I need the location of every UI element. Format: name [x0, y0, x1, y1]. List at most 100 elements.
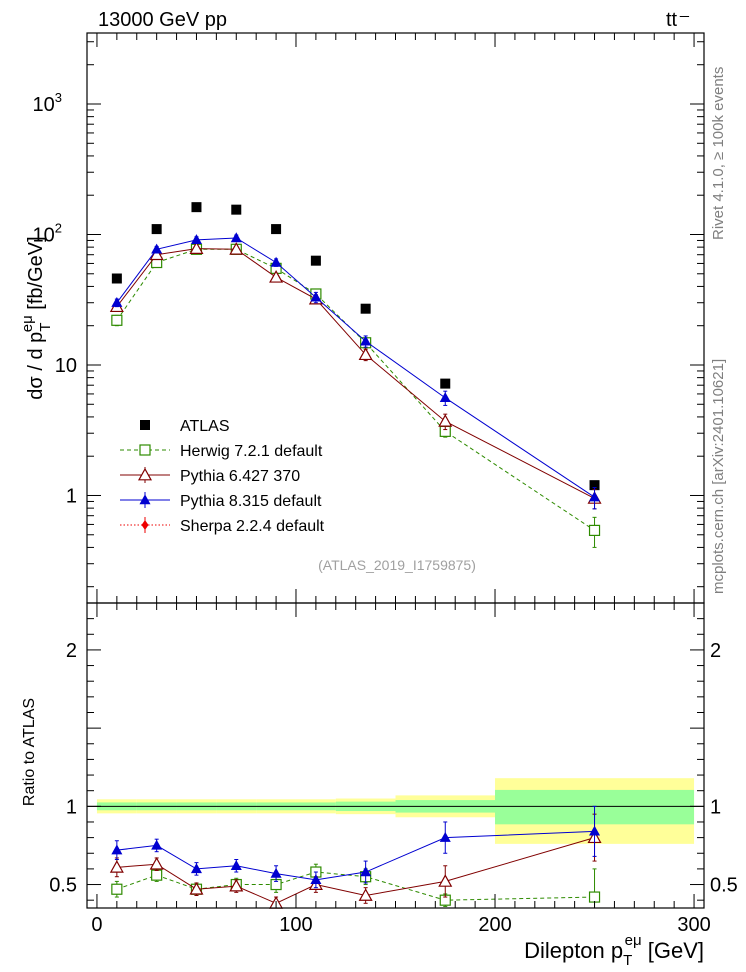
ratio-point-herwig [588, 891, 601, 903]
x-axis: 0 100 200 300 [91, 603, 711, 936]
ratio-point-pythia8 [589, 825, 601, 836]
legend-item-pythia6: Pythia 6.427 370 [120, 467, 300, 485]
ratio-point-pythia6 [358, 888, 373, 901]
main-y-axis-label-text: dσ / d p [25, 332, 47, 400]
main-point-pythia6 [229, 242, 244, 255]
main-y-tick-exponent: 2 [55, 220, 62, 235]
main-x-ticks [96, 33, 695, 603]
main-point-pythia8 [360, 335, 372, 346]
main-point-pythia8 [310, 291, 322, 302]
ratio-point-pythia8 [310, 874, 322, 885]
main-point-pythia8 [589, 491, 601, 502]
legend-marker-herwig [139, 444, 151, 456]
x-tick-label: 200 [478, 914, 511, 936]
main-point-herwig [588, 524, 601, 537]
main-point-atlas [310, 255, 321, 266]
main-point-pythia8 [190, 234, 202, 245]
main-point-atlas [271, 224, 282, 235]
main-y-axis-label: dσ / d pTeμ [fb/GeV] [19, 236, 54, 399]
x-axis-label-superscript: eμ [625, 932, 642, 949]
main-point-pythia8 [439, 392, 451, 403]
ratio-y-tick-label-right: 0.5 [710, 875, 738, 897]
main-line-herwig [116, 248, 595, 531]
ratio-y-tick-label-right: 2 [710, 640, 721, 662]
ratio-point-pythia8 [270, 867, 282, 878]
x-axis-label-subscript: T [623, 952, 632, 969]
ratio-point-pythia8 [230, 860, 242, 870]
legend-item-herwig: Herwig 7.2.1 default [120, 443, 323, 460]
legend-item-pythia8: Pythia 8.315 default [120, 492, 322, 510]
x-axis-label-units: [GeV] [642, 938, 704, 963]
ratio-y-tick-label-left: 1 [66, 796, 77, 818]
main-point-pythia6 [438, 414, 453, 427]
main-point-herwig [111, 314, 123, 326]
ratio-y-tick-label-left: 2 [66, 640, 77, 662]
legend-item-atlas: ATLAS [140, 418, 230, 435]
ratio-point-pythia8 [190, 863, 202, 874]
main-point-pythia8 [151, 243, 163, 254]
legend-marker-sherpa [141, 520, 149, 530]
header-energy-label: 13000 GeV pp [98, 9, 227, 31]
main-point-pythia8 [270, 256, 282, 267]
x-tick-label: 0 [91, 914, 102, 936]
ratio-line-pythia6 [116, 837, 595, 904]
ratio-point-pythia6 [109, 860, 124, 873]
legend-label-herwig: Herwig 7.2.1 default [180, 443, 323, 460]
ratio-point-pythia6 [229, 878, 244, 892]
main-y-tick-label: 10 [55, 355, 77, 377]
ratio-panel: 0.5 0.5 1 1 2 2 0 100 200 300 Ratio to ATLAS Dil… [21, 602, 738, 969]
main-y-axis-label-superscript: eμ [19, 315, 36, 332]
legend: ATLAS Herwig 7.2.1 default Pythia 6.427 37… [120, 418, 325, 535]
ratio-point-pythia8 [151, 839, 163, 850]
main-point-atlas [111, 273, 122, 284]
legend-label-sherpa: Sherpa 2.2.4 default [180, 518, 325, 535]
main-point-atlas [151, 224, 162, 235]
x-axis-label-text: Dilepton p [524, 938, 623, 963]
legend-marker-pythia8 [139, 494, 151, 505]
x-tick-label: 100 [279, 914, 312, 936]
main-y-axis-label-subscript: T [37, 323, 54, 332]
main-line-pythia6 [116, 248, 595, 499]
mcplots-source-label: mcplots.cern.ch [arXiv:2401.10621] [710, 359, 727, 594]
main-series-pythia8 [111, 232, 601, 510]
ratio-point-pythia6 [149, 856, 164, 870]
ratio-point-pythia6 [189, 881, 204, 895]
legend-marker-atlas [140, 420, 150, 430]
analysis-id-label: (ATLAS_2019_I1759875) [318, 557, 476, 573]
legend-label-pythia8: Pythia 8.315 default [180, 493, 322, 510]
ratio-y-tick-label-right: 1 [710, 796, 721, 818]
main-point-pythia8 [111, 296, 123, 307]
ratio-plot-frame [86, 602, 705, 909]
main-point-atlas [589, 480, 600, 491]
main-point-pythia8 [230, 232, 242, 243]
header-process-label: tt [666, 9, 678, 31]
main-point-atlas [440, 378, 451, 389]
main-point-pythia6 [269, 270, 284, 283]
ratio-y-axis: 0.5 0.5 1 1 2 2 [49, 618, 738, 901]
legend-label-pythia6: Pythia 6.427 370 [180, 468, 300, 485]
x-tick-label: 300 [677, 914, 710, 936]
ratio-y-tick-label-left: 0.5 [49, 875, 77, 897]
ratio-uncertainty-bands [96, 778, 695, 844]
header-process-bar: _ [679, 1, 690, 18]
main-point-atlas [191, 202, 202, 213]
main-point-atlas [360, 303, 371, 314]
main-y-tick-label: 1 [66, 485, 77, 507]
main-series-layer [109, 202, 602, 548]
ratio-point-herwig [151, 869, 163, 881]
main-point-atlas [231, 204, 242, 215]
ratio-point-pythia8 [360, 866, 372, 877]
main-point-pythia6 [189, 241, 204, 254]
ratio-point-herwig [111, 883, 123, 895]
ratio-point-pythia6 [438, 874, 453, 887]
main-point-pythia6 [358, 347, 373, 361]
rivet-version-label: Rivet 4.1.0, ≥ 100k events [710, 67, 727, 240]
ratio-point-pythia8 [111, 844, 123, 855]
ratio-series-pythia8 [111, 805, 601, 889]
main-series-atlas [111, 202, 600, 491]
ratio-point-pythia8 [439, 831, 451, 842]
legend-item-sherpa: Sherpa 2.2.4 default [120, 517, 325, 535]
